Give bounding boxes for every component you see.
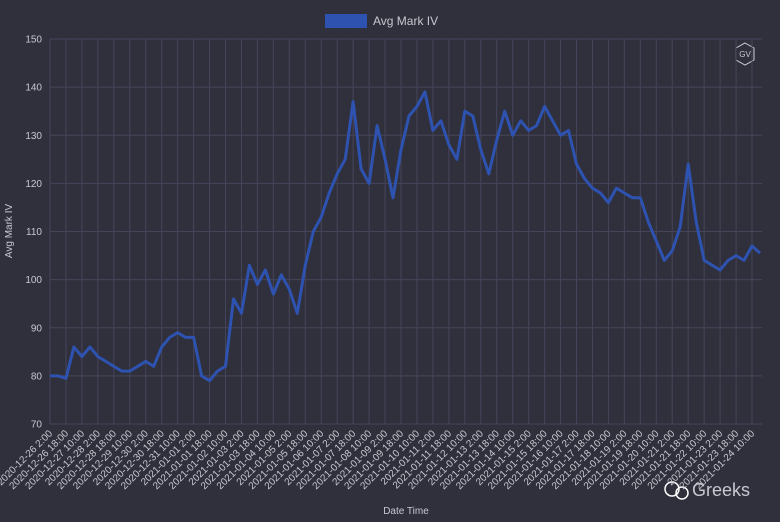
y-tick-label: 100 [25, 275, 42, 286]
y-tick-label: 90 [31, 323, 43, 334]
watermark-text: Greeks [692, 480, 750, 500]
x-axis-label: Date Time [383, 506, 429, 517]
y-tick-label: 120 [25, 179, 42, 190]
y-tick-label: 70 [31, 420, 43, 431]
y-tick-label: 150 [25, 35, 42, 46]
legend-label: Avg Mark IV [373, 14, 438, 28]
y-tick-label: 130 [25, 131, 42, 142]
y-axis-label: Avg Mark IV [4, 204, 15, 259]
legend-swatch [325, 14, 367, 28]
watermark: Greeks [664, 480, 750, 500]
y-tick-label: 80 [31, 371, 43, 382]
y-tick-label: 140 [25, 83, 42, 94]
svg-text:GV: GV [739, 50, 751, 59]
y-tick-label: 110 [26, 227, 42, 238]
line-series [50, 90, 762, 383]
